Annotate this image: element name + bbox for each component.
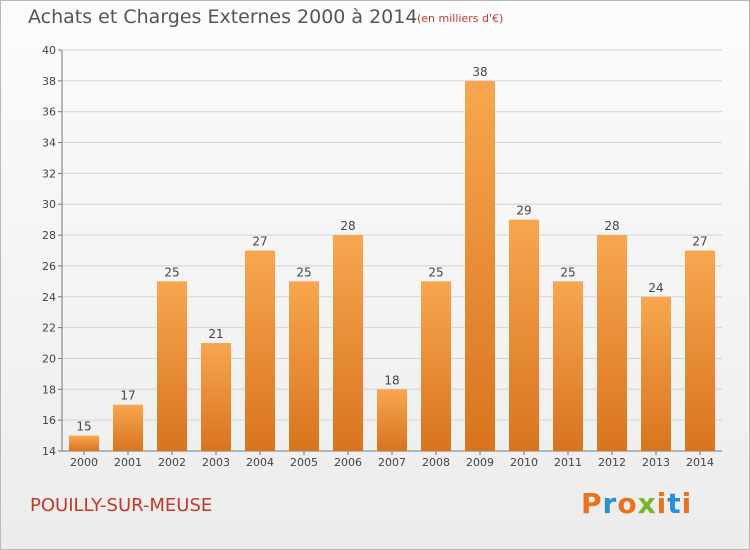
bar-2014 <box>685 250 715 451</box>
logo-letter: P <box>581 487 603 520</box>
bar-2006 <box>333 235 363 451</box>
y-tick-label: 30 <box>42 198 56 211</box>
y-tick-label: 38 <box>42 75 56 88</box>
value-label: 25 <box>428 265 443 279</box>
value-label: 17 <box>120 389 135 403</box>
bar-2003 <box>201 343 231 451</box>
y-tick-label: 22 <box>42 322 56 335</box>
value-label: 27 <box>252 235 267 249</box>
value-label: 28 <box>340 219 355 233</box>
bar-2011 <box>553 281 583 451</box>
y-tick-label: 40 <box>42 44 56 57</box>
y-tick-labels: 14 16 18 20 22 24 26 28 30 32 34 36 38 40 <box>42 44 56 458</box>
value-label: 28 <box>604 219 619 233</box>
bar-2007 <box>377 389 407 451</box>
value-label: 25 <box>560 265 575 279</box>
y-tick-label: 24 <box>42 291 56 304</box>
logo-letter: i <box>681 487 693 520</box>
value-label: 18 <box>384 373 399 387</box>
bar-2013 <box>641 296 671 451</box>
y-tick-label: 32 <box>42 167 56 180</box>
x-tick-label: 2013 <box>642 456 670 469</box>
value-label: 27 <box>692 235 707 249</box>
y-tick-label: 28 <box>42 229 56 242</box>
bar-2004 <box>245 250 275 451</box>
value-label: 25 <box>296 265 311 279</box>
value-label: 21 <box>208 327 223 341</box>
chart-subtitle: (en milliers d'€) <box>417 12 504 25</box>
bar-2012 <box>597 235 627 451</box>
bar-2005 <box>289 281 319 451</box>
x-tick-label: 2007 <box>378 456 406 469</box>
x-tick-label: 2000 <box>70 456 98 469</box>
y-tick-label: 16 <box>42 414 56 427</box>
x-tick-label: 2011 <box>554 456 582 469</box>
logo-letter: i <box>656 487 668 520</box>
town-name: POUILLY-SUR-MEUSE <box>30 495 213 516</box>
y-tick-label: 14 <box>42 445 56 458</box>
y-tick-label: 34 <box>42 137 56 150</box>
x-tick-label: 2002 <box>158 456 186 469</box>
bar-2000 <box>69 435 99 451</box>
bars <box>69 80 715 451</box>
chart-title: Achats et Charges Externes 2000 à 2014 <box>28 6 418 28</box>
logo-letter: t <box>667 487 682 520</box>
x-tick-label: 2014 <box>686 456 714 469</box>
x-tick-label: 2001 <box>114 456 142 469</box>
bar-2009 <box>465 80 495 451</box>
value-label: 15 <box>76 420 91 434</box>
x-tick-label: 2004 <box>246 456 274 469</box>
y-tick-label: 36 <box>42 106 56 119</box>
bar-2010 <box>509 219 539 451</box>
y-tick-label: 26 <box>42 260 56 273</box>
value-label: 38 <box>472 65 487 79</box>
value-labels: 15 17 25 21 27 25 28 18 25 38 29 25 28 24 27 <box>76 65 707 434</box>
y-tick-label: 20 <box>42 352 56 365</box>
x-tick-label: 2005 <box>290 456 318 469</box>
x-tick-label: 2006 <box>334 456 362 469</box>
x-tick-label: 2003 <box>202 456 230 469</box>
x-tick-label: 2010 <box>510 456 538 469</box>
x-tick-label: 2012 <box>598 456 626 469</box>
value-label: 24 <box>648 281 663 295</box>
x-tick-label: 2009 <box>466 456 494 469</box>
bar-2002 <box>157 281 187 451</box>
value-label: 29 <box>516 204 531 218</box>
logo-letter: o <box>617 487 638 520</box>
logo-letter: x <box>637 487 657 520</box>
value-label: 25 <box>164 265 179 279</box>
logo-letter: r <box>602 487 618 520</box>
proxiti-logo: Proxiti <box>581 487 692 520</box>
x-tick-labels: 2000 2001 2002 2003 2004 2005 2006 2007 2008 2009… <box>70 456 714 469</box>
y-tick-label: 18 <box>42 383 56 396</box>
bar-2001 <box>113 404 143 451</box>
x-tick-label: 2008 <box>422 456 450 469</box>
bar-2008 <box>421 281 451 451</box>
